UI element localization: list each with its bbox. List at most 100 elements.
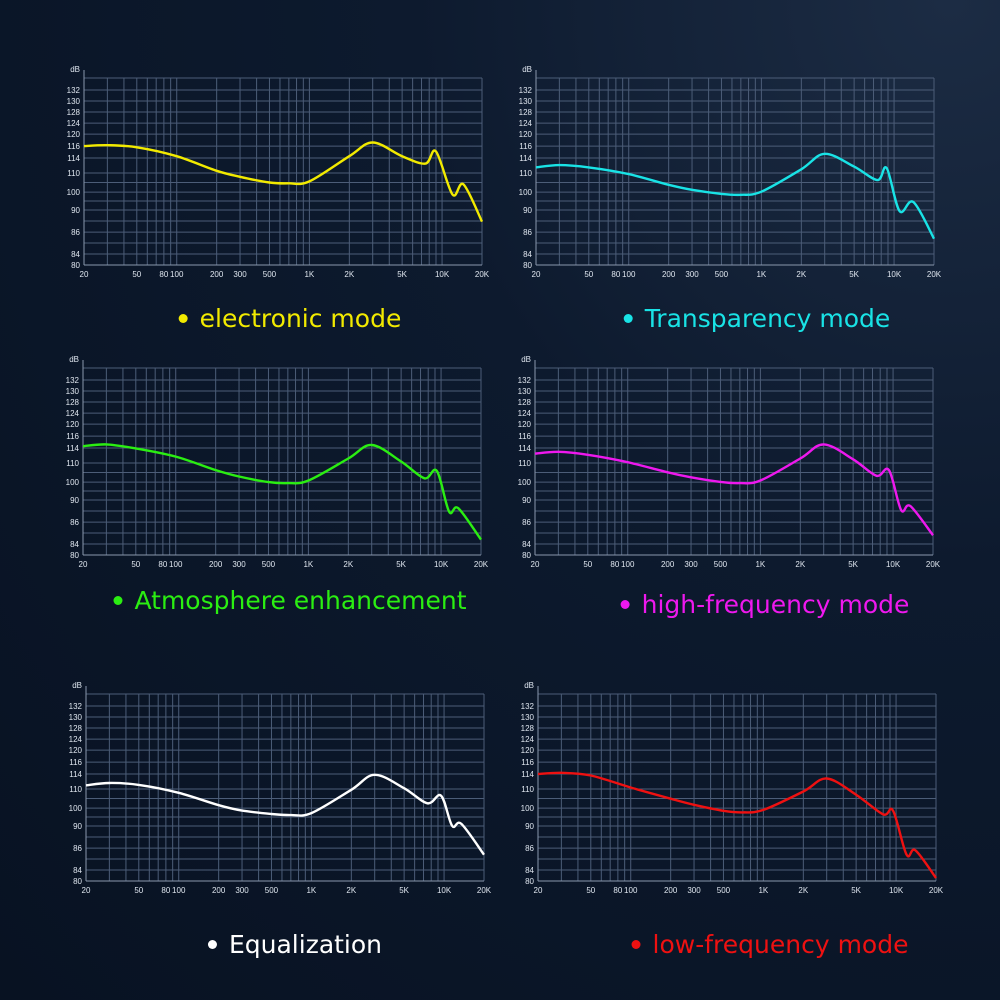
x-tick-label: 20K — [927, 270, 942, 279]
x-tick-label: 500 — [714, 560, 728, 569]
y-tick-label: 128 — [67, 108, 81, 117]
x-tick-label: 5K — [848, 560, 858, 569]
y-tick-label: 120 — [67, 130, 81, 139]
y-tick-label: 100 — [69, 804, 83, 813]
x-tick-label: 80 — [161, 886, 170, 895]
x-tick-label: 100 — [624, 886, 638, 895]
y-tick-label: 132 — [67, 86, 81, 95]
y-tick-label: 124 — [67, 119, 81, 128]
x-tick-label: 300 — [232, 560, 246, 569]
y-tick-label: 132 — [518, 376, 532, 385]
x-tick-label: 100 — [172, 886, 186, 895]
y-unit-label: dB — [524, 681, 534, 690]
series-line — [83, 141, 484, 223]
y-tick-label: 128 — [69, 724, 83, 733]
y-tick-label: 110 — [69, 785, 82, 794]
x-tick-label: 80 — [613, 886, 622, 895]
y-tick-label: 114 — [67, 154, 80, 163]
x-tick-label: 200 — [662, 270, 676, 279]
x-tick-label: 50 — [586, 886, 595, 895]
y-tick-label: 86 — [70, 518, 79, 527]
y-tick-label: 110 — [518, 459, 531, 468]
x-tick-label: 80 — [158, 560, 167, 569]
x-tick-label: 300 — [685, 270, 699, 279]
y-unit-label: dB — [69, 355, 79, 364]
x-tick-label: 20K — [475, 270, 490, 279]
y-tick-label: 120 — [519, 130, 533, 139]
chart-transparency-mode: dB 132 130 128 124 120 116 114 110 100 90 86 84 80 20 5… — [512, 60, 952, 290]
x-tick-label: 1K — [304, 270, 314, 279]
legend-equalization: Equalization — [207, 930, 382, 959]
y-tick-label: 120 — [69, 746, 83, 755]
legend-label: Atmosphere enhancement — [134, 586, 467, 615]
y-unit-label: dB — [70, 65, 80, 74]
y-tick-label: 128 — [521, 724, 535, 733]
legend-transparency-mode: Transparency mode — [623, 304, 891, 333]
y-tick-label: 100 — [66, 478, 80, 487]
y-tick-label: 84 — [70, 540, 79, 549]
x-tick-label: 80 — [159, 270, 168, 279]
y-tick-label: 110 — [521, 785, 534, 794]
y-tick-label: 100 — [519, 188, 533, 197]
x-tick-label: 300 — [687, 886, 701, 895]
x-tick-label: 100 — [169, 560, 183, 569]
x-tick-label: 200 — [209, 560, 223, 569]
y-tick-label: 84 — [522, 540, 531, 549]
legend-high-frequency-mode: high-frequency mode — [620, 590, 909, 619]
y-tick-label: 86 — [73, 844, 82, 853]
bullet-icon — [113, 595, 123, 605]
x-tick-label: 500 — [715, 270, 729, 279]
x-tick-label: 80 — [610, 560, 619, 569]
y-tick-label: 90 — [73, 822, 82, 831]
legend-label: low-frequency mode — [652, 930, 909, 959]
y-tick-label: 128 — [66, 398, 80, 407]
y-tick-label: 110 — [67, 169, 80, 178]
y-tick-label: 130 — [67, 97, 81, 106]
x-tick-label: 20 — [80, 270, 89, 279]
x-tick-label: 5K — [399, 886, 409, 895]
x-tick-label: 50 — [584, 270, 593, 279]
x-tick-label: 20 — [79, 560, 88, 569]
y-tick-label: 116 — [67, 142, 80, 151]
y-tick-label: 84 — [523, 250, 532, 259]
y-tick-label: 114 — [519, 154, 532, 163]
x-tick-label: 1K — [303, 560, 313, 569]
grid — [83, 70, 483, 266]
legend-label: electronic mode — [199, 304, 402, 333]
x-tick-label: 300 — [235, 886, 249, 895]
x-tick-label: 200 — [210, 270, 224, 279]
bullet-icon — [178, 313, 188, 323]
x-tick-label: 5K — [396, 560, 406, 569]
y-tick-label: 116 — [66, 432, 79, 441]
chart-electronic-mode: dB 132 130 128 124 120 116 114 110 100 90 86 84 80 20 5… — [60, 60, 500, 290]
y-tick-label: 110 — [66, 459, 79, 468]
y-tick-label: 130 — [518, 387, 532, 396]
x-tick-label: 200 — [661, 560, 675, 569]
y-tick-label: 80 — [73, 877, 82, 886]
x-tick-label: 20K — [929, 886, 944, 895]
y-tick-label: 90 — [525, 822, 534, 831]
y-unit-label: dB — [522, 65, 532, 74]
y-tick-label: 84 — [73, 866, 82, 875]
y-tick-label: 128 — [519, 108, 533, 117]
legend-low-frequency-mode: low-frequency mode — [631, 930, 909, 959]
x-tick-label: 20K — [477, 886, 492, 895]
y-tick-label: 130 — [69, 713, 83, 722]
y-tick-label: 132 — [521, 702, 535, 711]
y-tick-label: 116 — [519, 142, 532, 151]
x-tick-label: 5K — [851, 886, 861, 895]
y-tick-label: 90 — [70, 496, 79, 505]
y-tick-label: 100 — [518, 478, 532, 487]
x-tick-label: 500 — [262, 560, 276, 569]
x-tick-label: 50 — [131, 560, 140, 569]
bullet-icon — [207, 939, 217, 949]
x-tick-label: 200 — [664, 886, 678, 895]
legend-label: Transparency mode — [644, 304, 891, 333]
x-tick-label: 50 — [583, 560, 592, 569]
x-tick-label: 10K — [887, 270, 902, 279]
x-tick-label: 20 — [534, 886, 543, 895]
y-tick-label: 132 — [519, 86, 533, 95]
y-tick-label: 116 — [69, 758, 82, 767]
y-tick-label: 124 — [521, 735, 535, 744]
x-tick-label: 2K — [343, 560, 353, 569]
